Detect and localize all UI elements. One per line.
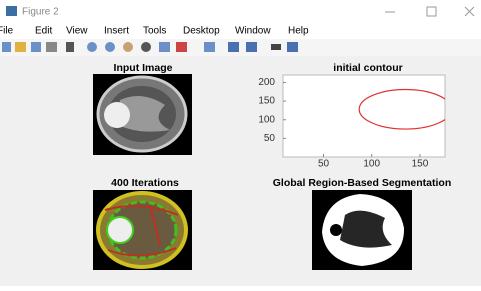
subplot-title: Input Image: [114, 62, 173, 74]
tool-icon[interactable]: [46, 42, 57, 52]
x-tick-label: 150: [412, 159, 429, 170]
input-image: [93, 74, 192, 155]
tool-icon[interactable]: [31, 42, 41, 52]
tool-icon[interactable]: [2, 42, 11, 52]
subplot-title: initial contour: [333, 62, 402, 74]
menu-item[interactable]: Tools: [143, 26, 166, 37]
menu-item[interactable]: Help: [288, 26, 309, 37]
subplot-title: Global Region-Based Segmentation: [273, 177, 452, 189]
subplot-title: 400 Iterations: [111, 177, 179, 189]
window: Figure 2 File Edit View Insert Tools Desktop W…: [0, 0, 481, 286]
tool-icon[interactable]: [159, 42, 170, 52]
tool-icon[interactable]: [176, 42, 187, 52]
iterations-image: [93, 190, 192, 270]
menu-item[interactable]: File: [0, 26, 14, 37]
tool-icon[interactable]: [228, 42, 239, 52]
tool-icon[interactable]: [123, 42, 133, 52]
y-tick-label: 150: [258, 96, 275, 107]
tool-icon[interactable]: [287, 42, 298, 52]
segmentation-image: [312, 190, 412, 270]
y-tick-label: 50: [264, 133, 276, 144]
app-icon: [6, 6, 17, 16]
tool-icon[interactable]: [204, 42, 215, 52]
tool-icon[interactable]: [105, 42, 115, 52]
tool-icon[interactable]: [87, 42, 97, 52]
y-tick-label: 100: [258, 114, 275, 125]
tool-icon[interactable]: [246, 42, 257, 52]
menu-item[interactable]: Window: [235, 26, 271, 37]
title-bar: [0, 0, 481, 22]
menu-item[interactable]: Insert: [104, 26, 129, 37]
menu-item[interactable]: View: [66, 26, 88, 37]
tool-icon[interactable]: [271, 44, 281, 50]
tool-icon[interactable]: [15, 42, 26, 52]
x-tick-label: 50: [318, 159, 330, 170]
menu-item[interactable]: Desktop: [183, 26, 220, 37]
tool-icon[interactable]: [66, 42, 74, 52]
x-tick-label: 100: [363, 159, 380, 170]
page: Figure 2 File Edit View Insert Tools Desktop W…: [0, 0, 481, 286]
menu: File Edit View Insert Tools Desktop Window Help: [0, 26, 309, 37]
window-title: Figure 2: [22, 7, 59, 18]
menu-item[interactable]: Edit: [35, 26, 52, 37]
tool-icon[interactable]: [141, 42, 151, 52]
y-tick-label: 200: [258, 77, 275, 88]
axes: [283, 75, 445, 157]
